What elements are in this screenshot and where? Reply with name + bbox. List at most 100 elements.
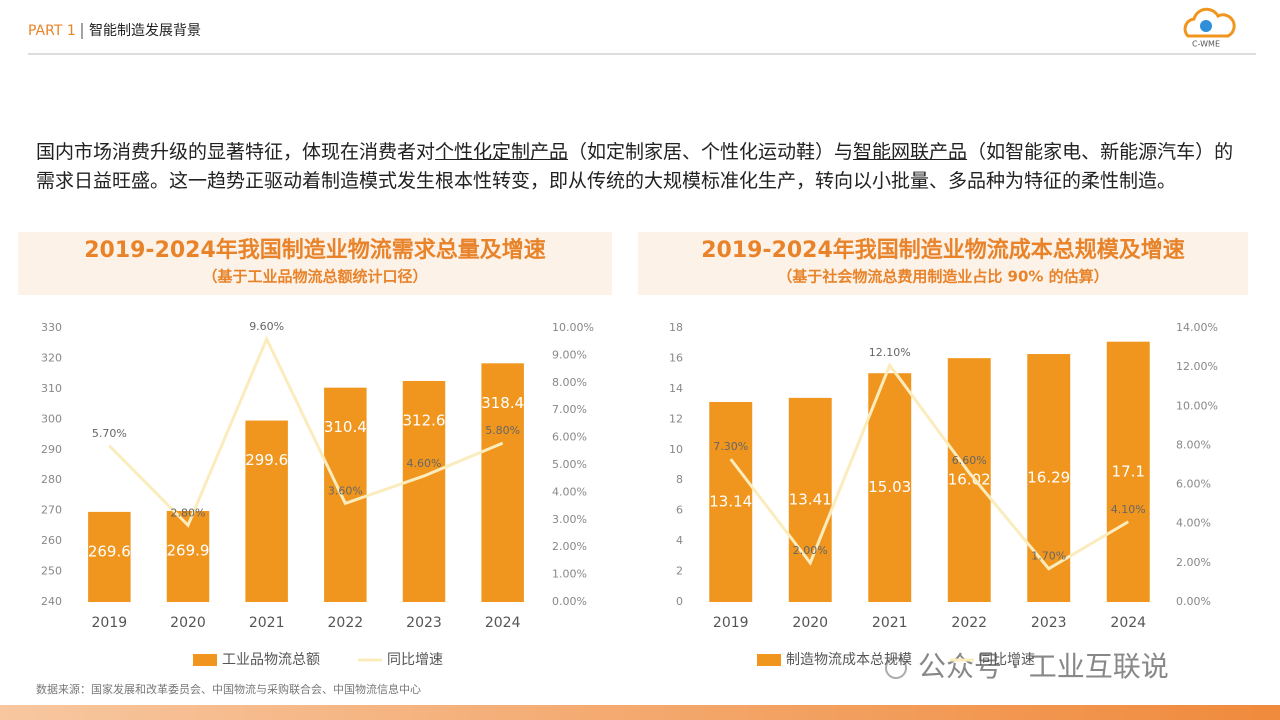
y-tick-label: 300 — [41, 412, 62, 425]
y2-tick-label: 5.00% — [552, 458, 587, 471]
y2-tick-label: 4.00% — [1176, 517, 1211, 530]
legend-label: 制造物流成本总规模 — [786, 652, 912, 668]
x-tick-label: 2020 — [170, 615, 206, 631]
y2-tick-label: 4.00% — [552, 485, 587, 498]
bar-value-label: 269.9 — [167, 541, 210, 559]
x-tick-label: 2019 — [92, 615, 128, 631]
bar-value-label: 16.29 — [1027, 469, 1070, 487]
y2-tick-label: 10.00% — [1176, 399, 1218, 412]
line-value-label: 9.60% — [249, 320, 284, 333]
x-tick-label: 2022 — [951, 615, 987, 631]
part-label: PART 1 — [28, 23, 76, 39]
y-tick-label: 4 — [676, 534, 683, 547]
y2-tick-label: 0.00% — [552, 595, 587, 608]
chart-subtitle: （基于工业品物流总额统计口径） — [202, 268, 427, 286]
line-value-label: 4.10% — [1111, 503, 1146, 516]
line-value-label: 2.00% — [793, 544, 828, 557]
intro-segment: 个性化定制产品 — [435, 141, 569, 163]
y-tick-label: 12 — [669, 412, 683, 425]
line-value-label: 5.80% — [485, 424, 520, 437]
source-note: 数据来源：国家发展和改革委员会、中国物流与采购联合会、中国物流信息中心 — [36, 682, 421, 696]
bar-value-label: 15.03 — [868, 478, 911, 496]
bar — [324, 387, 367, 602]
y-tick-label: 320 — [41, 351, 62, 364]
y2-tick-label: 2.00% — [552, 540, 587, 553]
logo-text: C-WME — [1192, 40, 1220, 49]
y-tick-label: 6 — [676, 504, 683, 517]
intro-segment: 智能网联产品 — [853, 141, 968, 163]
bar-value-label: 299.6 — [245, 451, 288, 469]
x-tick-label: 2020 — [792, 615, 828, 631]
y2-tick-label: 10.00% — [552, 321, 594, 334]
y-tick-label: 330 — [41, 321, 62, 334]
intro-segment: 国内市场消费升级的显著特征，体现在消费者对 — [36, 141, 436, 163]
y-tick-label: 290 — [41, 443, 62, 456]
line-value-label: 12.10% — [869, 346, 911, 359]
y-tick-label: 310 — [41, 382, 62, 395]
y2-tick-label: 14.00% — [1176, 321, 1218, 334]
y2-tick-label: 3.00% — [552, 513, 587, 526]
line-value-label: 7.30% — [713, 440, 748, 453]
y2-tick-label: 1.00% — [552, 568, 587, 581]
y-tick-label: 14 — [669, 382, 683, 395]
line-value-label: 2.80% — [171, 506, 206, 519]
y-tick-label: 280 — [41, 473, 62, 486]
bar — [481, 363, 524, 602]
line-value-label: 1.70% — [1031, 550, 1066, 563]
x-tick-label: 2019 — [713, 615, 749, 631]
footer-band — [0, 705, 1280, 720]
title-panel — [638, 232, 1248, 295]
bar — [1106, 341, 1150, 602]
line-value-label: 5.70% — [92, 427, 127, 440]
y-tick-label: 10 — [669, 443, 683, 456]
bar-value-label: 269.6 — [88, 542, 131, 560]
y-tick-label: 250 — [41, 565, 62, 578]
legend-label: 同比增速 — [387, 652, 443, 668]
bar-value-label: 318.4 — [481, 394, 524, 412]
y2-tick-label: 12.00% — [1176, 360, 1218, 373]
intro-segment: （如智能家电、新能源汽车）的需求日益旺盛。这一趋势正驱动着制造模式发生根本性转变… — [36, 141, 1234, 192]
chart-title: 2019-2024年我国制造业物流需求总量及增速 — [84, 237, 546, 263]
y-tick-label: 8 — [676, 473, 683, 486]
x-tick-label: 2023 — [406, 615, 442, 631]
bar-value-label: 13.41 — [789, 490, 832, 508]
title-panel — [18, 232, 612, 295]
y2-tick-label: 9.00% — [552, 348, 587, 361]
y2-tick-label: 8.00% — [552, 376, 587, 389]
bar-value-label: 17.1 — [1112, 462, 1145, 480]
y-tick-label: 260 — [41, 534, 62, 547]
bar-value-label: 13.14 — [709, 492, 752, 510]
legend-swatch — [757, 654, 781, 666]
x-tick-label: 2021 — [872, 615, 908, 631]
y2-tick-label: 0.00% — [1176, 595, 1211, 608]
logo: C-WME — [1183, 7, 1236, 49]
legend-label: 工业品物流总额 — [222, 652, 320, 668]
x-tick-label: 2021 — [249, 615, 285, 631]
y-tick-label: 270 — [41, 504, 62, 517]
bar — [709, 401, 753, 602]
bar — [788, 397, 832, 602]
line-value-label: 6.60% — [952, 454, 987, 467]
bar-value-label: 312.6 — [403, 411, 446, 429]
watermark-text: 公众号 · 工业互联说 — [918, 650, 1169, 683]
legend-swatch — [193, 654, 217, 666]
y2-tick-label: 7.00% — [552, 403, 587, 416]
x-tick-label: 2024 — [485, 615, 521, 631]
x-tick-label: 2023 — [1031, 615, 1067, 631]
bar — [88, 511, 131, 602]
intro-segment: （如定制家居、个性化运动鞋）与 — [568, 141, 854, 163]
y-tick-label: 2 — [676, 565, 683, 578]
section-label: 智能制造发展背景 — [89, 23, 201, 39]
line-value-label: 3.60% — [328, 484, 363, 497]
watermark: 公众号 · 工业互联说 — [885, 650, 1169, 683]
y2-tick-label: 6.00% — [1176, 478, 1211, 491]
y-tick-label: 16 — [669, 351, 683, 364]
y-tick-label: 240 — [41, 595, 62, 608]
y2-tick-label: 8.00% — [1176, 438, 1211, 451]
x-tick-label: 2024 — [1110, 615, 1146, 631]
bar — [947, 358, 991, 602]
bar — [868, 373, 912, 602]
intro-paragraph: 国内市场消费升级的显著特征，体现在消费者对个性化定制产品（如定制家居、个性化运动… — [36, 138, 1248, 196]
bar — [402, 380, 446, 602]
